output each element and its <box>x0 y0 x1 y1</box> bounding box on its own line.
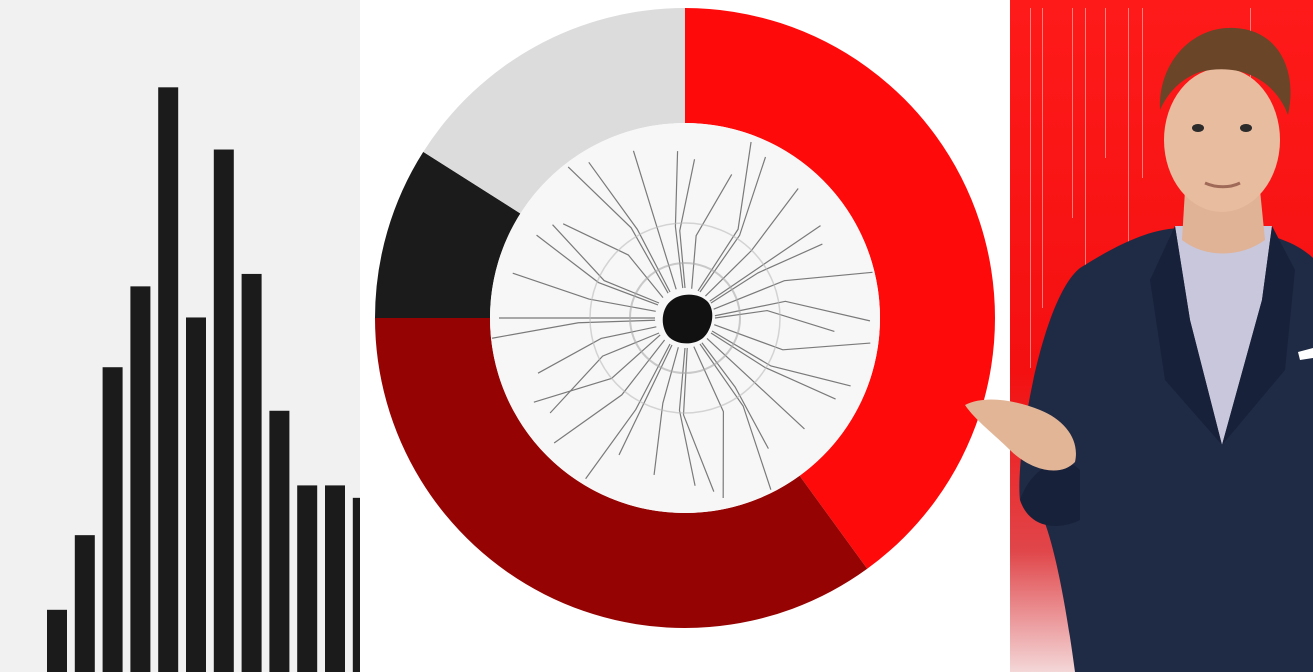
presenter-head <box>1159 27 1291 212</box>
histogram-bar <box>269 410 290 672</box>
presenter-shirt <box>1175 226 1272 445</box>
histogram-bar <box>325 485 345 672</box>
donut-slice <box>375 318 868 628</box>
pocket-square-icon <box>1298 348 1313 360</box>
donut-slice <box>685 8 995 569</box>
donut-slice <box>423 8 685 214</box>
histogram-bar <box>186 317 206 672</box>
histogram-bar <box>213 149 234 672</box>
donut-slices <box>375 8 995 628</box>
presenter-hand <box>965 399 1076 471</box>
presenter-lapel-left <box>1150 226 1222 445</box>
histogram-bar <box>47 609 67 672</box>
histogram-bar <box>352 497 360 672</box>
histogram-chart <box>47 87 360 672</box>
histogram-bar <box>130 286 151 672</box>
presenter-lapel-right <box>1222 226 1295 445</box>
bullet-hole-icon <box>662 294 713 344</box>
cracked-glass-image <box>490 123 880 513</box>
histogram-bar <box>102 367 123 672</box>
histogram-bar <box>74 535 95 672</box>
histogram-bar <box>158 87 179 672</box>
histogram-bar <box>297 485 318 672</box>
histogram-bar <box>241 273 262 672</box>
donut-slice <box>375 151 521 318</box>
